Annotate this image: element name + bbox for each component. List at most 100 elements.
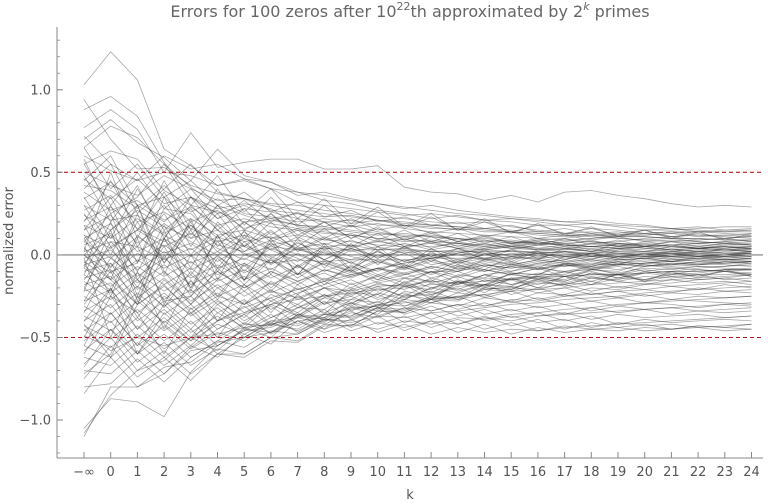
y-tick-label: 0.5 bbox=[30, 166, 51, 181]
x-tick-label: 19 bbox=[610, 465, 627, 480]
series-line-54 bbox=[83, 236, 752, 388]
series-line-2 bbox=[83, 99, 752, 243]
x-tick-label: 20 bbox=[636, 465, 653, 480]
series-line-46 bbox=[83, 254, 752, 355]
series-line-72 bbox=[83, 175, 752, 248]
series-line-16 bbox=[83, 209, 752, 264]
series-line-25 bbox=[83, 241, 752, 294]
series-line-76 bbox=[83, 147, 752, 238]
series-line-44 bbox=[83, 267, 752, 347]
series-line-53 bbox=[83, 239, 752, 381]
x-tick-label: 2 bbox=[160, 465, 168, 480]
series-line-75 bbox=[83, 254, 752, 313]
series-line-20 bbox=[83, 229, 752, 277]
series-line-66 bbox=[83, 163, 752, 244]
chart-title-middle: th approximated by 2 bbox=[411, 2, 584, 21]
series-line-58 bbox=[83, 229, 752, 434]
x-tick-label: 7 bbox=[293, 465, 301, 480]
series-line-51 bbox=[83, 247, 752, 375]
series-line-35 bbox=[83, 275, 752, 330]
series-line-89 bbox=[83, 224, 752, 292]
series-line-45 bbox=[83, 262, 752, 350]
y-axis-title: normalized error bbox=[2, 186, 17, 294]
x-tick-label: 10 bbox=[369, 465, 386, 480]
series-line-83 bbox=[83, 221, 752, 297]
series-line-37 bbox=[83, 282, 752, 335]
series-line-93 bbox=[83, 241, 752, 302]
chart-title-suffix: primes bbox=[590, 2, 650, 21]
series-line-40 bbox=[83, 295, 752, 335]
series-line-10 bbox=[83, 178, 752, 251]
series-line-18 bbox=[83, 218, 752, 271]
series-line-92 bbox=[83, 208, 752, 272]
series-line-57 bbox=[83, 226, 752, 437]
x-tick-label: 6 bbox=[267, 465, 275, 480]
x-tick-label: 0 bbox=[107, 465, 115, 480]
x-tick-label: 21 bbox=[663, 465, 680, 480]
series-line-4 bbox=[83, 109, 752, 208]
x-tick-label: −∞ bbox=[73, 465, 95, 480]
series-line-55 bbox=[83, 233, 752, 394]
x-tick-label: 16 bbox=[530, 465, 547, 480]
x-tick-label: 3 bbox=[187, 465, 195, 480]
series-line-11 bbox=[83, 185, 752, 246]
series-line-77 bbox=[83, 272, 752, 368]
x-tick-label: 17 bbox=[556, 465, 573, 480]
x-tick-label: 14 bbox=[476, 465, 493, 480]
series-line-5 bbox=[83, 119, 752, 231]
series-line-94 bbox=[83, 135, 752, 241]
series-line-68 bbox=[83, 237, 752, 305]
series-line-91 bbox=[83, 269, 752, 358]
series-line-70 bbox=[83, 204, 752, 269]
series-line-52 bbox=[83, 242, 752, 375]
plot-area bbox=[57, 51, 763, 437]
x-tick-label: 8 bbox=[320, 465, 328, 480]
x-tick-label: 9 bbox=[347, 465, 355, 480]
series-line-34 bbox=[83, 279, 752, 328]
x-tick-label: 23 bbox=[717, 465, 734, 480]
series-line-1 bbox=[83, 51, 752, 239]
series-line-6 bbox=[83, 125, 752, 256]
series-line-38 bbox=[83, 292, 752, 335]
series-line-29 bbox=[83, 256, 752, 309]
series-line-43 bbox=[83, 274, 752, 342]
series-line-48 bbox=[83, 249, 752, 358]
axes: −1.0−0.50.00.51.0−∞ 0 1 2 3 4 5 6 7 8 9 10 11 12 13 14 1… bbox=[19, 27, 763, 480]
x-tick-label: 4 bbox=[213, 465, 221, 480]
chart-title: Errors for 100 zeros after 1022th approx… bbox=[170, 0, 649, 21]
series-line-97 bbox=[83, 204, 752, 305]
series-line-42 bbox=[83, 280, 752, 338]
series-line-59 bbox=[83, 221, 752, 272]
series-line-62 bbox=[83, 188, 752, 251]
series-line-56 bbox=[83, 229, 752, 429]
series-line-26 bbox=[83, 252, 752, 297]
series-line-65 bbox=[83, 262, 752, 330]
series-line-24 bbox=[83, 246, 752, 291]
x-tick-label: 22 bbox=[690, 465, 707, 480]
x-tick-label: 1 bbox=[133, 465, 141, 480]
series-line-90 bbox=[83, 155, 752, 241]
series-line-22 bbox=[83, 236, 752, 282]
series-line-41 bbox=[83, 285, 752, 338]
series-line-47 bbox=[83, 257, 752, 358]
chart-title-exponent-2: k bbox=[583, 0, 590, 13]
series-line-8 bbox=[83, 150, 752, 252]
series-line-67 bbox=[83, 264, 752, 355]
series-line-87 bbox=[83, 269, 752, 355]
series-line-73 bbox=[83, 269, 752, 355]
y-tick-label: −1.0 bbox=[19, 414, 51, 429]
series-line-86 bbox=[83, 158, 752, 241]
series-line-28 bbox=[83, 259, 752, 305]
series-line-27 bbox=[83, 249, 752, 300]
x-tick-label: 15 bbox=[503, 465, 520, 480]
series-line-7 bbox=[83, 155, 752, 236]
x-tick-label: 13 bbox=[450, 465, 467, 480]
series-line-23 bbox=[83, 232, 752, 286]
chart-title-prefix: Errors for 100 zeros after 10 bbox=[170, 2, 396, 21]
series-line-71 bbox=[83, 229, 752, 302]
x-axis-title: k bbox=[406, 488, 414, 503]
series-line-78 bbox=[83, 171, 752, 252]
series-line-84 bbox=[83, 204, 752, 249]
